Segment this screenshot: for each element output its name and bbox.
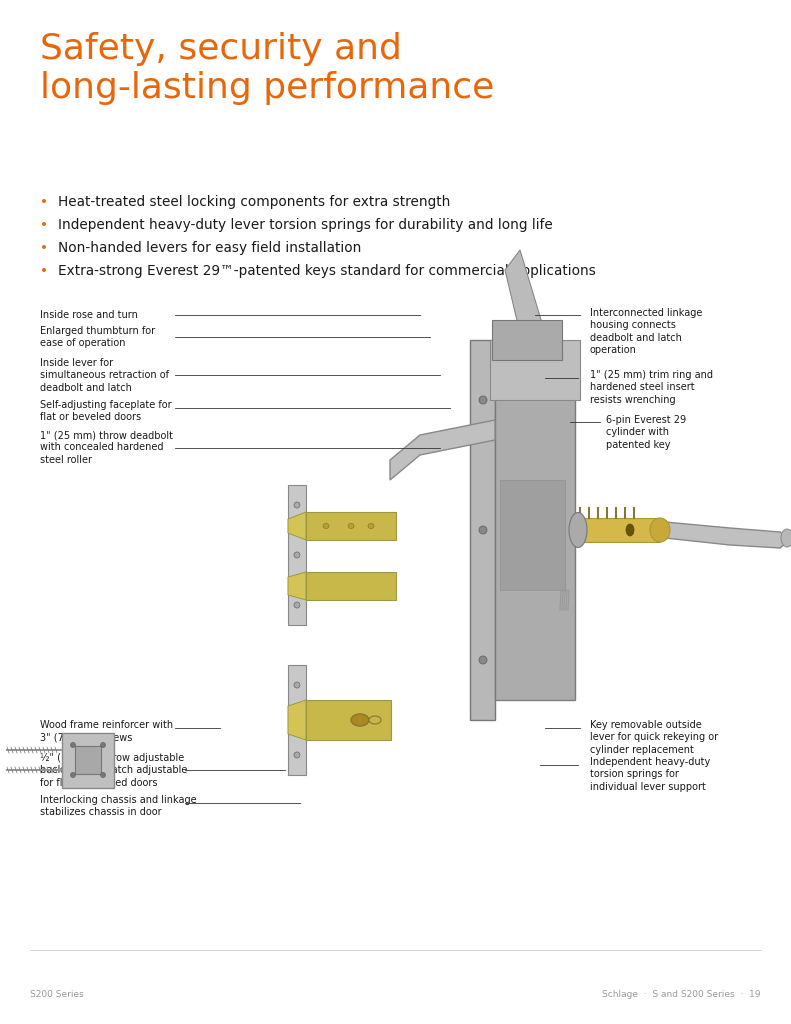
Bar: [492, 319, 562, 360]
Text: Inside lever for
simultaneous retraction of
deadbolt and latch: Inside lever for simultaneous retraction…: [40, 358, 169, 393]
Text: ½" (13 mm) throw adjustable
backset; deadlatch adjustable
for flat or beveled do: ½" (13 mm) throw adjustable backset; dea…: [40, 753, 187, 787]
Text: S200 Series: S200 Series: [30, 990, 84, 999]
Text: Independent heavy-duty lever torsion springs for durability and long life: Independent heavy-duty lever torsion spr…: [58, 218, 553, 232]
Text: •: •: [40, 218, 48, 232]
Ellipse shape: [294, 602, 300, 608]
Text: Wood frame reinforcer with
3" (76 mm) screws: Wood frame reinforcer with 3" (76 mm) sc…: [40, 720, 173, 742]
Ellipse shape: [369, 716, 381, 724]
Ellipse shape: [650, 518, 670, 542]
Ellipse shape: [294, 502, 300, 508]
Polygon shape: [288, 572, 306, 600]
Text: Key removable outside
lever for quick rekeying or
cylinder replacement: Key removable outside lever for quick re…: [590, 720, 718, 755]
Polygon shape: [505, 250, 545, 333]
Bar: [490, 340, 580, 400]
Text: Extra-strong Everest 29™-patented keys standard for commercial applications: Extra-strong Everest 29™-patented keys s…: [58, 264, 596, 278]
Bar: [575, 518, 660, 542]
Ellipse shape: [323, 523, 329, 528]
Bar: [288, 485, 306, 625]
Bar: [75, 746, 101, 774]
Ellipse shape: [781, 529, 791, 547]
Ellipse shape: [351, 714, 369, 726]
Ellipse shape: [294, 752, 300, 758]
Ellipse shape: [100, 772, 105, 777]
Ellipse shape: [368, 523, 374, 528]
Ellipse shape: [294, 552, 300, 558]
Ellipse shape: [348, 523, 354, 528]
Bar: [306, 512, 396, 540]
Text: 1" (25 mm) throw deadbolt
with concealed hardened
steel roller: 1" (25 mm) throw deadbolt with concealed…: [40, 430, 173, 465]
Ellipse shape: [70, 772, 75, 777]
Bar: [500, 480, 565, 590]
Text: Schlage  ·  S and S200 Series  ·  19: Schlage · S and S200 Series · 19: [603, 990, 761, 999]
Text: Safety, security and
long-lasting performance: Safety, security and long-lasting perfor…: [40, 32, 494, 105]
Text: Inside rose and turn: Inside rose and turn: [40, 310, 138, 319]
Text: Heat-treated steel locking components for extra strength: Heat-treated steel locking components fo…: [58, 195, 450, 209]
Text: Non-handed levers for easy field installation: Non-handed levers for easy field install…: [58, 241, 361, 255]
Text: Enlarged thumbturn for
ease of operation: Enlarged thumbturn for ease of operation: [40, 326, 155, 348]
Ellipse shape: [479, 396, 487, 404]
Ellipse shape: [479, 526, 487, 534]
Ellipse shape: [100, 742, 105, 748]
Ellipse shape: [70, 742, 75, 748]
Ellipse shape: [569, 512, 587, 548]
Bar: [306, 700, 391, 740]
Text: 6-pin Everest 29
cylinder with
patented key: 6-pin Everest 29 cylinder with patented …: [606, 415, 686, 450]
Bar: [288, 665, 306, 775]
Text: •: •: [40, 264, 48, 278]
Bar: [470, 340, 495, 720]
Polygon shape: [288, 512, 306, 540]
Bar: [515, 333, 545, 345]
Text: •: •: [40, 195, 48, 209]
Polygon shape: [390, 420, 495, 480]
Text: Interlocking chassis and linkage
stabilizes chassis in door: Interlocking chassis and linkage stabili…: [40, 795, 197, 817]
Text: Self-adjusting faceplate for
flat or beveled doors: Self-adjusting faceplate for flat or bev…: [40, 400, 172, 422]
Text: 1" (25 mm) trim ring and
hardened steel insert
resists wrenching: 1" (25 mm) trim ring and hardened steel …: [590, 370, 713, 404]
Ellipse shape: [479, 656, 487, 664]
Polygon shape: [288, 700, 306, 740]
Bar: [62, 732, 114, 787]
Ellipse shape: [294, 682, 300, 688]
Ellipse shape: [626, 524, 634, 536]
Text: •: •: [40, 241, 48, 255]
Bar: [495, 360, 575, 700]
Text: Interconnected linkage
housing connects
deadbolt and latch
operation: Interconnected linkage housing connects …: [590, 308, 702, 355]
Text: Independent heavy-duty
torsion springs for
individual lever support: Independent heavy-duty torsion springs f…: [590, 757, 710, 792]
Polygon shape: [665, 522, 790, 548]
Bar: [306, 572, 396, 600]
